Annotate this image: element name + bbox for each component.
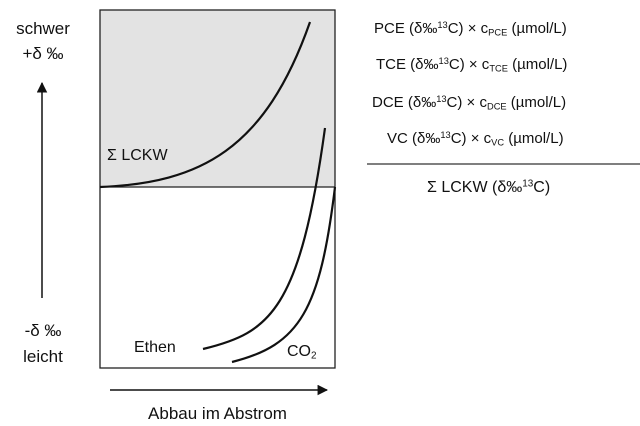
elem: C) × c [446, 94, 487, 111]
conc-sub: DCE [486, 101, 507, 112]
species: VC [387, 130, 408, 147]
elem: C) × c [448, 56, 490, 73]
co2-main: CO [287, 343, 311, 360]
mass: 13 [437, 19, 448, 30]
iso: (δ‰ [410, 56, 439, 73]
heavy-label: schwer [16, 19, 70, 38]
unit: (µmol/L) [511, 20, 567, 37]
species: DCE [372, 94, 404, 111]
iso: (δ‰ [407, 94, 437, 111]
plus-delta-label: +δ ‰ [22, 44, 64, 63]
result-mass: 13 [522, 178, 534, 190]
co2-subscript: 2 [311, 350, 317, 362]
sum-lckw-curve [99, 21, 312, 189]
result-prefix: Σ LCKW (δ‰ [427, 179, 523, 196]
unit: (µmol/L) [510, 94, 567, 111]
formula-row-vc: VC (δ‰13C) × cVC (µmol/L) [387, 130, 564, 147]
conc-sub: PCE [488, 27, 508, 38]
y-axis-top-label: schwer +δ ‰ [0, 16, 86, 66]
light-label: leicht [23, 347, 63, 366]
y-axis-bottom-label: -δ ‰ leicht [0, 318, 86, 370]
formula-row-pce: PCE (δ‰13C) × cPCE (µmol/L) [374, 20, 567, 37]
sum-lckw-label: Σ LCKW [107, 147, 168, 164]
mass: 13 [440, 129, 451, 140]
formula-result: Σ LCKW (δ‰13C) [427, 179, 550, 197]
x-axis-label: Abbau im Abstrom [148, 404, 287, 423]
conc-sub: TCE [489, 63, 508, 74]
elem: C) × c [447, 20, 489, 37]
ethen-curve [202, 127, 327, 351]
iso: (δ‰ [412, 130, 441, 147]
elem: C) × c [450, 130, 492, 147]
co2-curve [231, 186, 337, 364]
species: PCE [374, 20, 405, 37]
species: TCE [376, 56, 406, 73]
unit: (µmol/L) [508, 130, 564, 147]
formula-row-dce: DCE (δ‰13C) × cDCE (µmol/L) [372, 94, 566, 111]
formula-row-tce: TCE (δ‰13C) × cTCE (µmol/L) [376, 56, 567, 73]
co2-label: CO2 [287, 343, 317, 361]
ethen-label: Ethen [134, 339, 176, 356]
iso: (δ‰ [409, 20, 438, 37]
conc-sub: VC [491, 137, 505, 148]
mass: 13 [436, 93, 447, 104]
result-suffix: C) [533, 179, 551, 196]
mass: 13 [438, 55, 449, 66]
unit: (µmol/L) [512, 56, 568, 73]
minus-delta-label: -δ ‰ [24, 321, 62, 340]
